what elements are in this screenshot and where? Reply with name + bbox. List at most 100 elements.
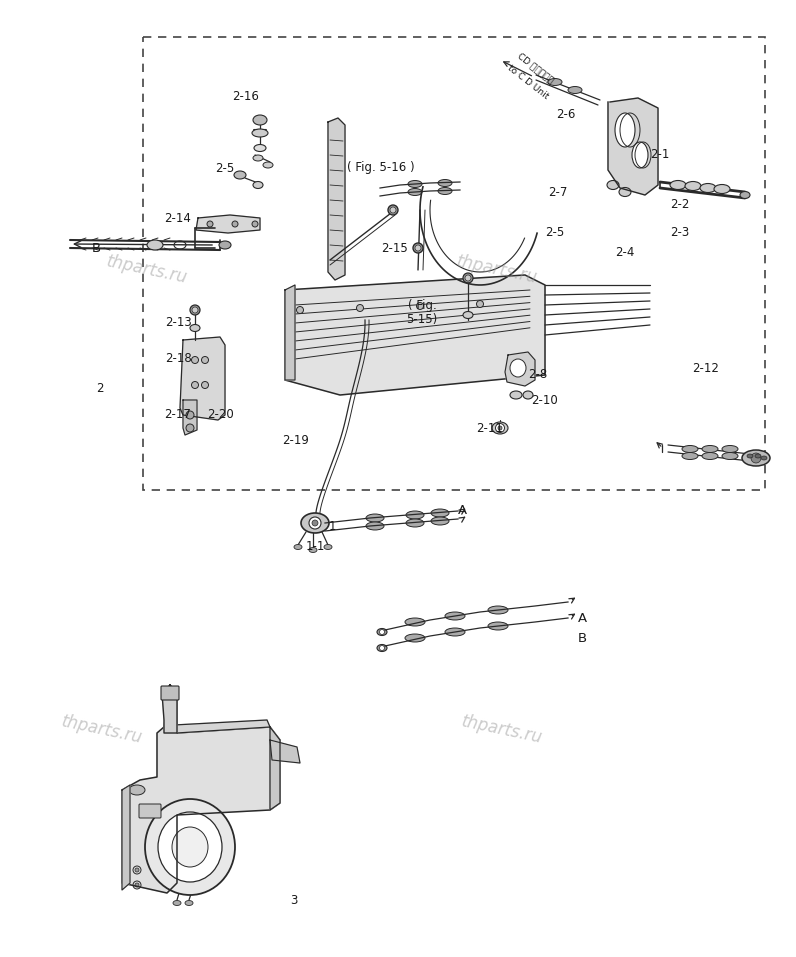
Text: 2-1: 2-1 <box>650 148 669 162</box>
Ellipse shape <box>234 171 246 179</box>
Ellipse shape <box>722 446 738 453</box>
Ellipse shape <box>445 628 465 636</box>
Circle shape <box>495 424 505 433</box>
Text: 2-10: 2-10 <box>532 393 558 407</box>
Circle shape <box>133 866 141 874</box>
Text: 2-3: 2-3 <box>670 227 689 239</box>
Text: A: A <box>577 612 587 625</box>
Ellipse shape <box>301 513 329 533</box>
Text: 1-1: 1-1 <box>306 540 325 552</box>
Polygon shape <box>270 727 280 810</box>
Ellipse shape <box>190 324 200 331</box>
Polygon shape <box>285 285 295 380</box>
Text: B: B <box>92 241 100 255</box>
Ellipse shape <box>747 454 753 458</box>
Ellipse shape <box>366 522 384 530</box>
Ellipse shape <box>366 514 384 522</box>
Circle shape <box>135 883 139 887</box>
Text: 2-5: 2-5 <box>545 227 564 239</box>
Ellipse shape <box>488 622 508 630</box>
Ellipse shape <box>129 785 145 795</box>
Circle shape <box>390 207 396 213</box>
Text: 2-14: 2-14 <box>165 211 191 225</box>
Ellipse shape <box>488 606 508 614</box>
Circle shape <box>380 630 384 634</box>
Polygon shape <box>122 785 130 890</box>
Text: thparts.ru: thparts.ru <box>60 713 144 747</box>
Circle shape <box>751 453 761 463</box>
Ellipse shape <box>722 453 738 459</box>
Text: 2-4: 2-4 <box>615 247 634 259</box>
Circle shape <box>309 517 321 529</box>
Ellipse shape <box>702 453 718 459</box>
Ellipse shape <box>190 305 200 315</box>
Ellipse shape <box>294 545 302 549</box>
Ellipse shape <box>253 115 267 125</box>
Text: 2-2: 2-2 <box>670 198 689 211</box>
Circle shape <box>416 302 423 309</box>
Text: 2-19: 2-19 <box>283 434 310 448</box>
Ellipse shape <box>309 547 317 552</box>
Ellipse shape <box>388 205 398 215</box>
Ellipse shape <box>615 113 635 147</box>
Ellipse shape <box>185 901 193 905</box>
Ellipse shape <box>405 618 425 626</box>
Circle shape <box>192 382 198 389</box>
Ellipse shape <box>254 145 266 151</box>
Circle shape <box>135 868 139 872</box>
Ellipse shape <box>145 799 235 895</box>
Text: 2: 2 <box>96 382 103 394</box>
Ellipse shape <box>682 446 698 453</box>
Ellipse shape <box>406 519 424 527</box>
Circle shape <box>232 221 238 227</box>
Circle shape <box>186 411 194 419</box>
Polygon shape <box>328 118 345 280</box>
Polygon shape <box>270 740 300 763</box>
Text: 2-5: 2-5 <box>216 162 235 174</box>
Text: 5-15): 5-15) <box>407 314 438 326</box>
Ellipse shape <box>406 511 424 519</box>
Ellipse shape <box>408 181 422 188</box>
Text: to C D Unit: to C D Unit <box>505 63 550 100</box>
Text: 2-13: 2-13 <box>165 316 191 328</box>
Polygon shape <box>196 215 260 233</box>
Ellipse shape <box>548 78 562 85</box>
Text: A: A <box>458 503 466 517</box>
Ellipse shape <box>742 450 770 466</box>
Ellipse shape <box>413 243 423 253</box>
Text: B: B <box>577 632 587 644</box>
Ellipse shape <box>445 612 465 620</box>
Circle shape <box>415 245 421 251</box>
Circle shape <box>465 275 471 281</box>
Ellipse shape <box>670 181 686 189</box>
Circle shape <box>357 304 364 311</box>
Text: 2-12: 2-12 <box>693 362 720 374</box>
Circle shape <box>192 307 198 313</box>
Ellipse shape <box>463 273 473 283</box>
Ellipse shape <box>702 446 718 453</box>
Polygon shape <box>180 337 225 420</box>
Circle shape <box>186 424 194 432</box>
Ellipse shape <box>431 517 449 525</box>
Circle shape <box>296 306 303 314</box>
Ellipse shape <box>714 185 730 193</box>
Text: 3: 3 <box>291 894 298 906</box>
Ellipse shape <box>147 240 163 250</box>
Ellipse shape <box>405 634 425 642</box>
Text: 2-8: 2-8 <box>529 368 548 382</box>
Polygon shape <box>608 98 658 195</box>
Text: 2-11: 2-11 <box>477 421 503 434</box>
Ellipse shape <box>252 129 268 137</box>
Circle shape <box>252 221 258 227</box>
Ellipse shape <box>263 162 273 168</box>
FancyBboxPatch shape <box>161 686 179 700</box>
Ellipse shape <box>219 241 231 249</box>
Circle shape <box>207 221 213 227</box>
Ellipse shape <box>172 827 208 867</box>
Text: 2-18: 2-18 <box>165 351 191 365</box>
Circle shape <box>312 520 318 526</box>
Text: 1: 1 <box>328 520 336 532</box>
Ellipse shape <box>568 86 582 94</box>
Ellipse shape <box>510 359 526 377</box>
Ellipse shape <box>158 812 222 882</box>
